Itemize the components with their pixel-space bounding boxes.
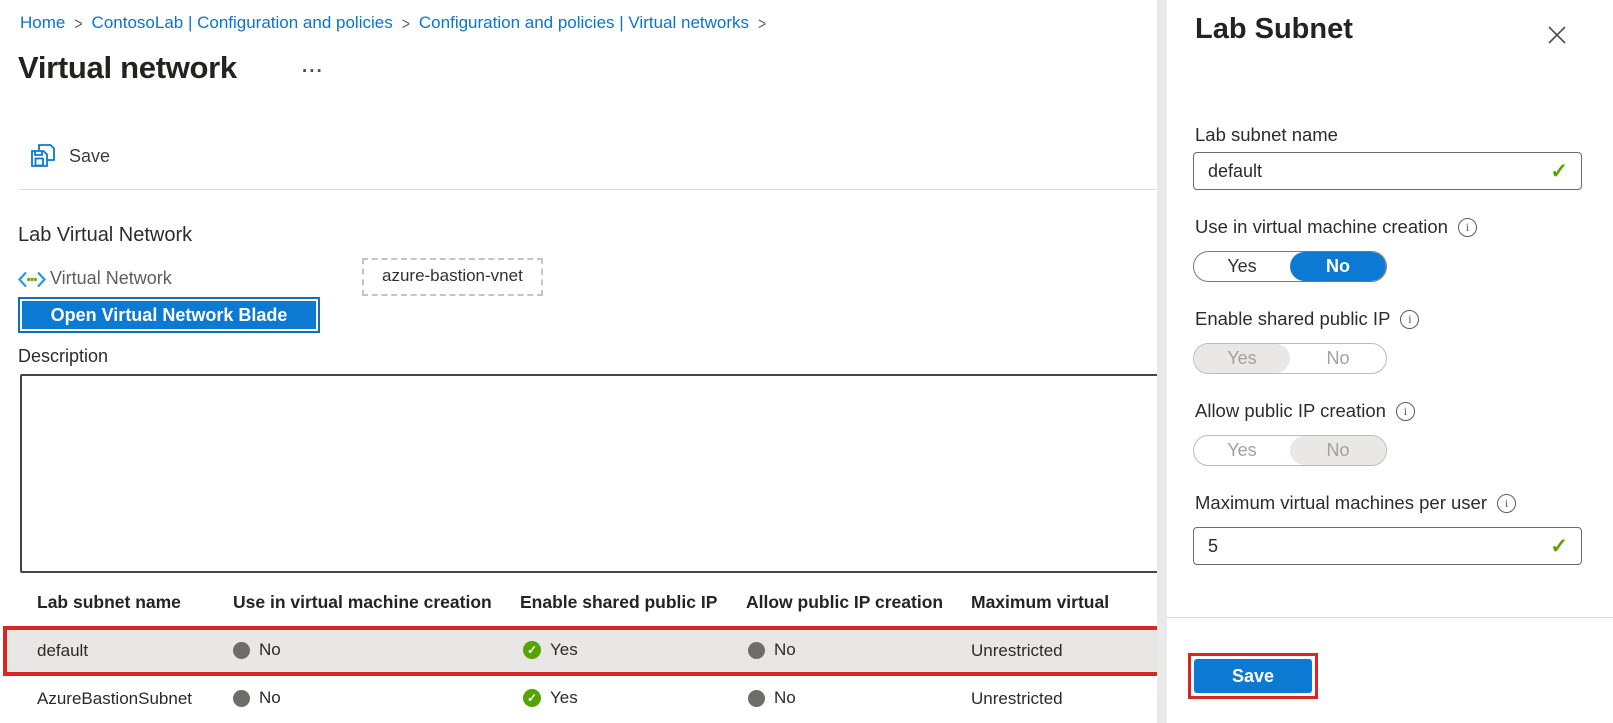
- max-vms-per-user-label: Maximum virtual machines per user i: [1195, 492, 1516, 514]
- more-options-icon[interactable]: ...: [302, 56, 324, 77]
- cell-enable-shared-public-ip: ✓ Yes: [523, 639, 578, 661]
- virtual-network-icon: [18, 271, 46, 288]
- panel-footer-divider: [1167, 617, 1613, 618]
- cell-maximum-virtual-machines: Unrestricted: [971, 641, 1063, 660]
- toolbar-divider: [18, 189, 1157, 190]
- save-command-label: Save: [69, 145, 111, 166]
- status-yes-icon: ✓: [523, 689, 541, 707]
- column-header-maximum-virtual: Maximum virtual: [971, 592, 1110, 612]
- toggle-no-option: No: [1290, 436, 1386, 465]
- toggle-yes-option: Yes: [1194, 344, 1290, 373]
- breadcrumb-contosolab[interactable]: ContosoLab | Configuration and policies: [91, 13, 393, 32]
- max-vms-per-user-field: ✓: [1193, 527, 1582, 565]
- toggle-no-option[interactable]: No: [1290, 252, 1386, 281]
- panel-save-button[interactable]: Save: [1194, 659, 1312, 693]
- vnet-name-chip[interactable]: azure-bastion-vnet: [362, 258, 543, 296]
- use-in-vm-creation-label: Use in virtual machine creation i: [1195, 216, 1477, 238]
- info-icon[interactable]: i: [1400, 309, 1420, 329]
- lab-subnet-name-label: Lab subnet name: [1195, 124, 1338, 145]
- cell-use-in-vm-creation: No: [233, 639, 281, 661]
- allow-public-ip-creation-label: Allow public IP creation i: [1195, 400, 1415, 422]
- cell-maximum-virtual-machines: Unrestricted: [971, 689, 1063, 708]
- valid-check-icon: ✓: [1550, 159, 1568, 183]
- status-no-icon: [233, 689, 250, 707]
- cell-use-in-vm-creation: No: [233, 687, 281, 709]
- toggle-yes-option: Yes: [1227, 440, 1257, 460]
- enable-shared-public-ip-toggle: Yes No: [1193, 343, 1387, 374]
- allow-public-ip-creation-toggle: Yes No: [1193, 435, 1387, 466]
- save-all-icon: [30, 143, 56, 169]
- panel-title: Lab Subnet: [1195, 13, 1353, 45]
- main-content: Home > ContosoLab | Configuration and po…: [3, 13, 1157, 709]
- column-header-enable-shared-public-ip: Enable shared public IP: [520, 592, 718, 612]
- valid-check-icon: ✓: [1550, 534, 1568, 558]
- description-textarea[interactable]: [20, 374, 1157, 573]
- page-title: Virtual network: [18, 50, 237, 85]
- breadcrumb-virtual-networks[interactable]: Configuration and policies | Virtual net…: [418, 13, 750, 32]
- cell-allow-public-ip-creation: No: [748, 687, 796, 709]
- open-virtual-network-blade-button[interactable]: Open Virtual Network Blade: [18, 297, 320, 333]
- max-vms-per-user-input[interactable]: [1194, 535, 1551, 557]
- save-command[interactable]: Save: [30, 143, 110, 169]
- toggle-yes-option[interactable]: Yes: [1227, 256, 1257, 276]
- lab-subnet-name-input[interactable]: [1194, 160, 1551, 182]
- column-header-lab-subnet-name: Lab subnet name: [37, 592, 181, 612]
- info-icon[interactable]: i: [1496, 493, 1516, 513]
- status-no-icon: [233, 641, 250, 659]
- lab-subnet-name-field: ✓: [1193, 152, 1582, 190]
- status-no-icon: [748, 689, 765, 707]
- table-row-default-highlight[interactable]: [3, 626, 1157, 676]
- column-header-use-in-vm-creation: Use in virtual machine creation: [233, 592, 492, 612]
- info-icon[interactable]: i: [1457, 217, 1477, 237]
- cell-subnet-name: default: [37, 641, 89, 660]
- lab-subnet-panel: Lab Subnet Lab subnet name ✓ Use in virt…: [1167, 0, 1613, 723]
- column-header-allow-public-ip-creation: Allow public IP creation: [746, 592, 944, 612]
- panel-gutter: [1157, 0, 1167, 723]
- cell-subnet-name: AzureBastionSubnet: [37, 689, 192, 708]
- status-no-icon: [748, 641, 765, 659]
- description-label: Description: [18, 346, 109, 366]
- use-in-vm-creation-toggle: Yes No: [1193, 251, 1387, 282]
- breadcrumb: Home > ContosoLab | Configuration and po…: [20, 13, 775, 33]
- breadcrumb-separator-icon: >: [758, 13, 767, 33]
- breadcrumb-home[interactable]: Home: [20, 13, 66, 32]
- toggle-no-option: No: [1326, 348, 1350, 368]
- enable-shared-public-ip-label: Enable shared public IP i: [1195, 308, 1420, 330]
- info-icon[interactable]: i: [1395, 401, 1415, 421]
- cell-allow-public-ip-creation: No: [748, 639, 796, 661]
- save-button-annotation: Save: [1188, 653, 1318, 699]
- breadcrumb-separator-icon: >: [401, 13, 410, 33]
- close-icon[interactable]: [1543, 21, 1571, 49]
- breadcrumb-separator-icon: >: [74, 13, 83, 33]
- status-yes-icon: ✓: [523, 641, 541, 659]
- cell-enable-shared-public-ip: ✓ Yes: [523, 687, 578, 709]
- virtual-network-label: Virtual Network: [50, 268, 172, 288]
- section-title: Lab Virtual Network: [18, 224, 193, 246]
